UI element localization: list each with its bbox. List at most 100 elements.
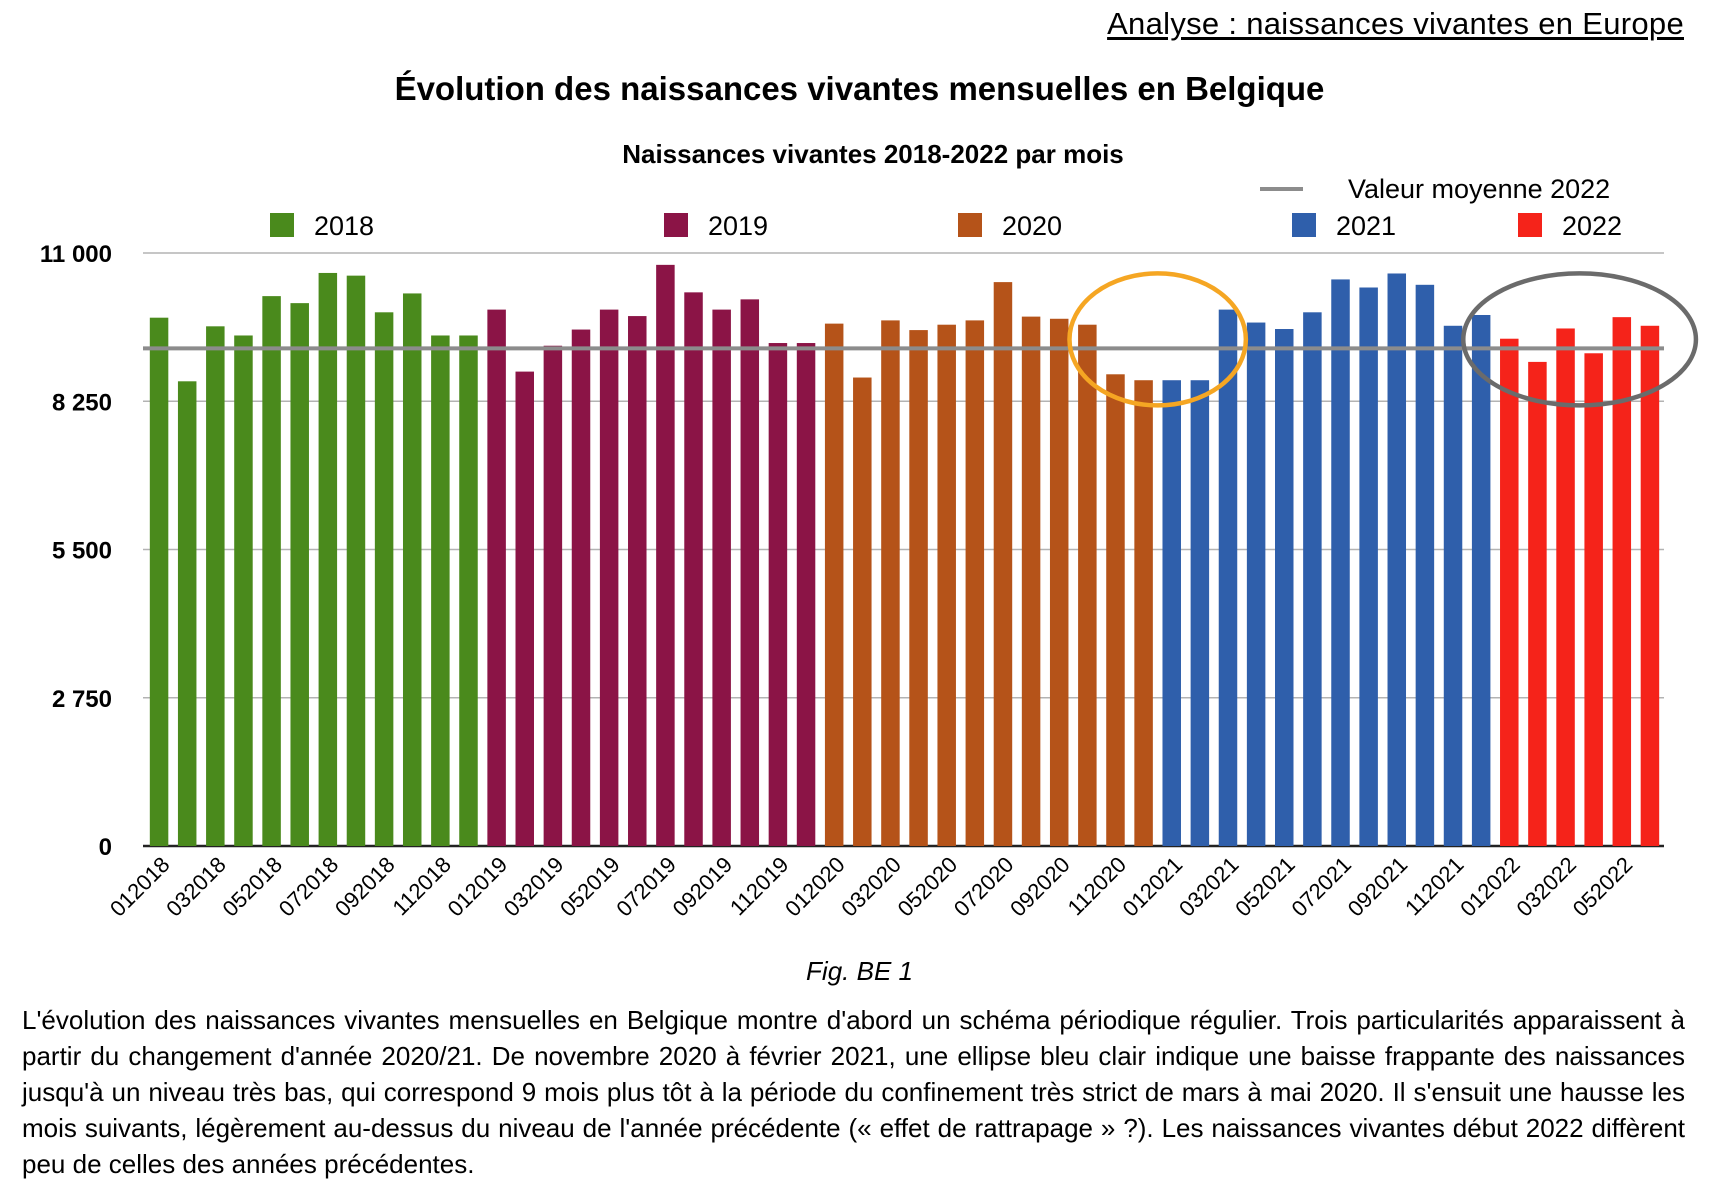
legend-swatch-2019 [664,213,688,237]
x-tick-label: 032019 [499,852,569,922]
x-tick-label: 072021 [1286,852,1356,922]
legend: 2018 2019 2020 2021 2022 Valeur moyenne 2022 [270,174,1622,241]
legend-swatch-2020 [958,213,982,237]
bar-012020 [824,323,844,846]
bar-042018 [234,335,253,846]
bar-122018 [459,335,478,846]
bar-032019 [543,345,563,846]
x-tick-label: 012019 [443,852,513,922]
bar-052018 [262,296,281,846]
x-tick-label: 052019 [555,852,625,922]
y-tick-label: 2 750 [52,686,112,713]
bar-122020 [1134,380,1153,846]
bar-062021 [1303,312,1322,846]
y-tick-label: 0 [99,834,112,861]
x-tick-label: 072018 [274,852,344,922]
bar-062022 [1640,325,1660,846]
x-tick-label: 112021 [1400,852,1468,920]
bar-022019 [515,371,534,846]
bar-022022 [1528,361,1547,846]
bar-112021 [1443,325,1463,846]
x-tick-label: 052020 [893,852,963,922]
bar-092021 [1387,273,1407,846]
bar-122019 [796,343,816,846]
bar-082019 [684,292,703,846]
bar-112020 [1106,374,1125,846]
x-tick-label: 012018 [105,852,175,922]
x-tick-label: 012022 [1455,852,1525,922]
bar-102019 [740,299,760,846]
figure-caption: Fig. BE 1 [806,956,913,986]
bar-092019 [712,309,731,846]
bar-022018 [177,381,197,846]
bar-042021 [1246,322,1266,846]
bar-072019 [656,264,675,846]
bar-062020 [965,320,985,846]
bar-082020 [1021,316,1041,846]
legend-swatch-2021 [1292,213,1316,237]
gridlines [143,252,1664,848]
annotation-ellipse-1 [1067,271,1249,408]
bar-052022 [1612,317,1632,846]
x-tick-label: 012020 [780,852,850,922]
bar-022020 [853,377,872,846]
annotations [1067,271,1699,408]
bar-092020 [1049,318,1069,846]
bar-012021 [1162,380,1181,846]
x-tick-label: 072019 [611,852,681,922]
bar-032021 [1218,309,1238,846]
x-tick-label: 052022 [1568,852,1638,922]
legend-label-2018: 2018 [314,211,374,241]
legend-swatch-2018 [270,213,294,237]
x-tick-label: 112018 [387,852,455,920]
x-tick-label: 092018 [330,852,400,922]
bar-052019 [599,309,619,846]
bar-042020 [909,330,928,847]
bar-032018 [206,326,225,846]
bar-062018 [290,303,309,846]
body-paragraph: L'évolution des naissances vivantes mens… [22,1005,1685,1179]
bar-032020 [881,320,900,846]
legend-label-average: Valeur moyenne 2022 [1348,174,1610,204]
bar-chart: Naissances vivantes 2018-2022 par mois 0… [40,139,1699,922]
x-tick-label: 032022 [1511,852,1581,922]
bar-092018 [374,312,394,846]
x-tick-label: 032018 [161,852,231,922]
legend-label-2019: 2019 [708,211,768,241]
x-tick-label: 032021 [1174,852,1244,922]
bar-012019 [487,309,506,846]
bar-072020 [993,282,1013,846]
legend-label-2021: 2021 [1336,211,1396,241]
bar-052020 [937,324,956,846]
x-tick-label: 092019 [668,852,738,922]
x-tick-label: 072020 [949,852,1019,922]
bar-102018 [402,293,422,846]
bar-072018 [318,272,338,846]
bar-012022 [1500,338,1519,846]
bar-122021 [1471,314,1491,846]
x-tick-label: 112019 [725,852,793,920]
x-tick-label: 112020 [1063,852,1131,920]
bar-072021 [1331,279,1350,846]
bar-112018 [431,335,450,846]
y-axis-ticks: 0 2 750 5 500 8 250 11 000 [40,241,112,861]
x-tick-label: 052021 [1230,852,1300,922]
bar-102021 [1415,284,1435,846]
bar-032022 [1556,328,1575,846]
page-title: Évolution des naissances vivantes mensue… [394,70,1325,107]
bar-082021 [1359,287,1378,846]
y-tick-label: 5 500 [52,538,112,565]
annotation-ellipse-2 [1461,271,1699,408]
bar-082018 [346,275,366,846]
section-label: Analyse : naissances vivantes en Europe [1107,6,1684,41]
bars [149,264,1660,847]
x-axis-ticks: 0120180320180520180720180920181120180120… [105,852,1637,922]
x-tick-label: 032020 [836,852,906,922]
legend-label-2020: 2020 [1002,211,1062,241]
legend-swatch-2022 [1518,213,1542,237]
y-tick-label: 11 000 [40,241,112,268]
bar-042019 [571,329,591,846]
bar-012018 [149,317,169,846]
x-tick-label: 052018 [218,852,288,922]
y-tick-label: 8 250 [52,389,112,416]
